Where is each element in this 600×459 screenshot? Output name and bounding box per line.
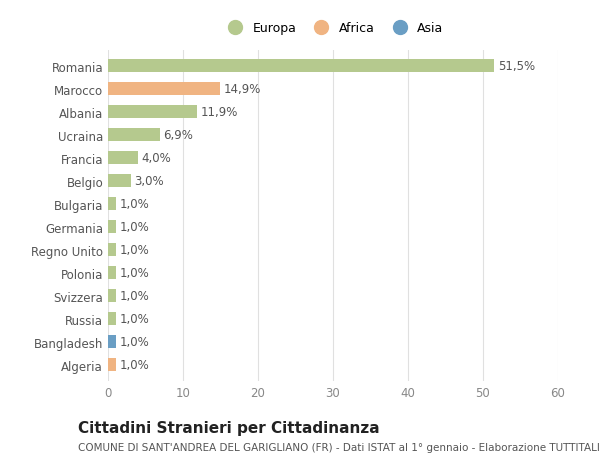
Text: 1,0%: 1,0% xyxy=(119,313,149,325)
Bar xyxy=(108,106,197,119)
Bar xyxy=(108,175,131,188)
Text: 14,9%: 14,9% xyxy=(223,83,261,96)
Bar xyxy=(108,313,115,325)
Text: 1,0%: 1,0% xyxy=(119,198,149,211)
Text: 1,0%: 1,0% xyxy=(119,221,149,234)
Text: COMUNE DI SANT'ANDREA DEL GARIGLIANO (FR) - Dati ISTAT al 1° gennaio - Elaborazi: COMUNE DI SANT'ANDREA DEL GARIGLIANO (FR… xyxy=(78,442,600,452)
Bar xyxy=(108,244,115,257)
Text: 3,0%: 3,0% xyxy=(134,175,164,188)
Bar xyxy=(108,83,220,96)
Bar xyxy=(108,290,115,302)
Bar xyxy=(108,129,160,142)
Text: 1,0%: 1,0% xyxy=(119,267,149,280)
Bar xyxy=(108,221,115,234)
Text: 4,0%: 4,0% xyxy=(142,152,172,165)
Text: 1,0%: 1,0% xyxy=(119,244,149,257)
Bar xyxy=(108,267,115,280)
Text: 6,9%: 6,9% xyxy=(163,129,193,142)
Bar xyxy=(108,152,138,165)
Bar xyxy=(108,358,115,371)
Bar xyxy=(108,60,494,73)
Text: 1,0%: 1,0% xyxy=(119,290,149,302)
Bar xyxy=(108,198,115,211)
Text: 51,5%: 51,5% xyxy=(498,60,535,73)
Bar xyxy=(108,336,115,348)
Text: 1,0%: 1,0% xyxy=(119,336,149,348)
Text: Cittadini Stranieri per Cittadinanza: Cittadini Stranieri per Cittadinanza xyxy=(78,420,380,435)
Text: 11,9%: 11,9% xyxy=(201,106,238,119)
Legend: Europa, Africa, Asia: Europa, Africa, Asia xyxy=(218,17,449,40)
Text: 1,0%: 1,0% xyxy=(119,358,149,371)
